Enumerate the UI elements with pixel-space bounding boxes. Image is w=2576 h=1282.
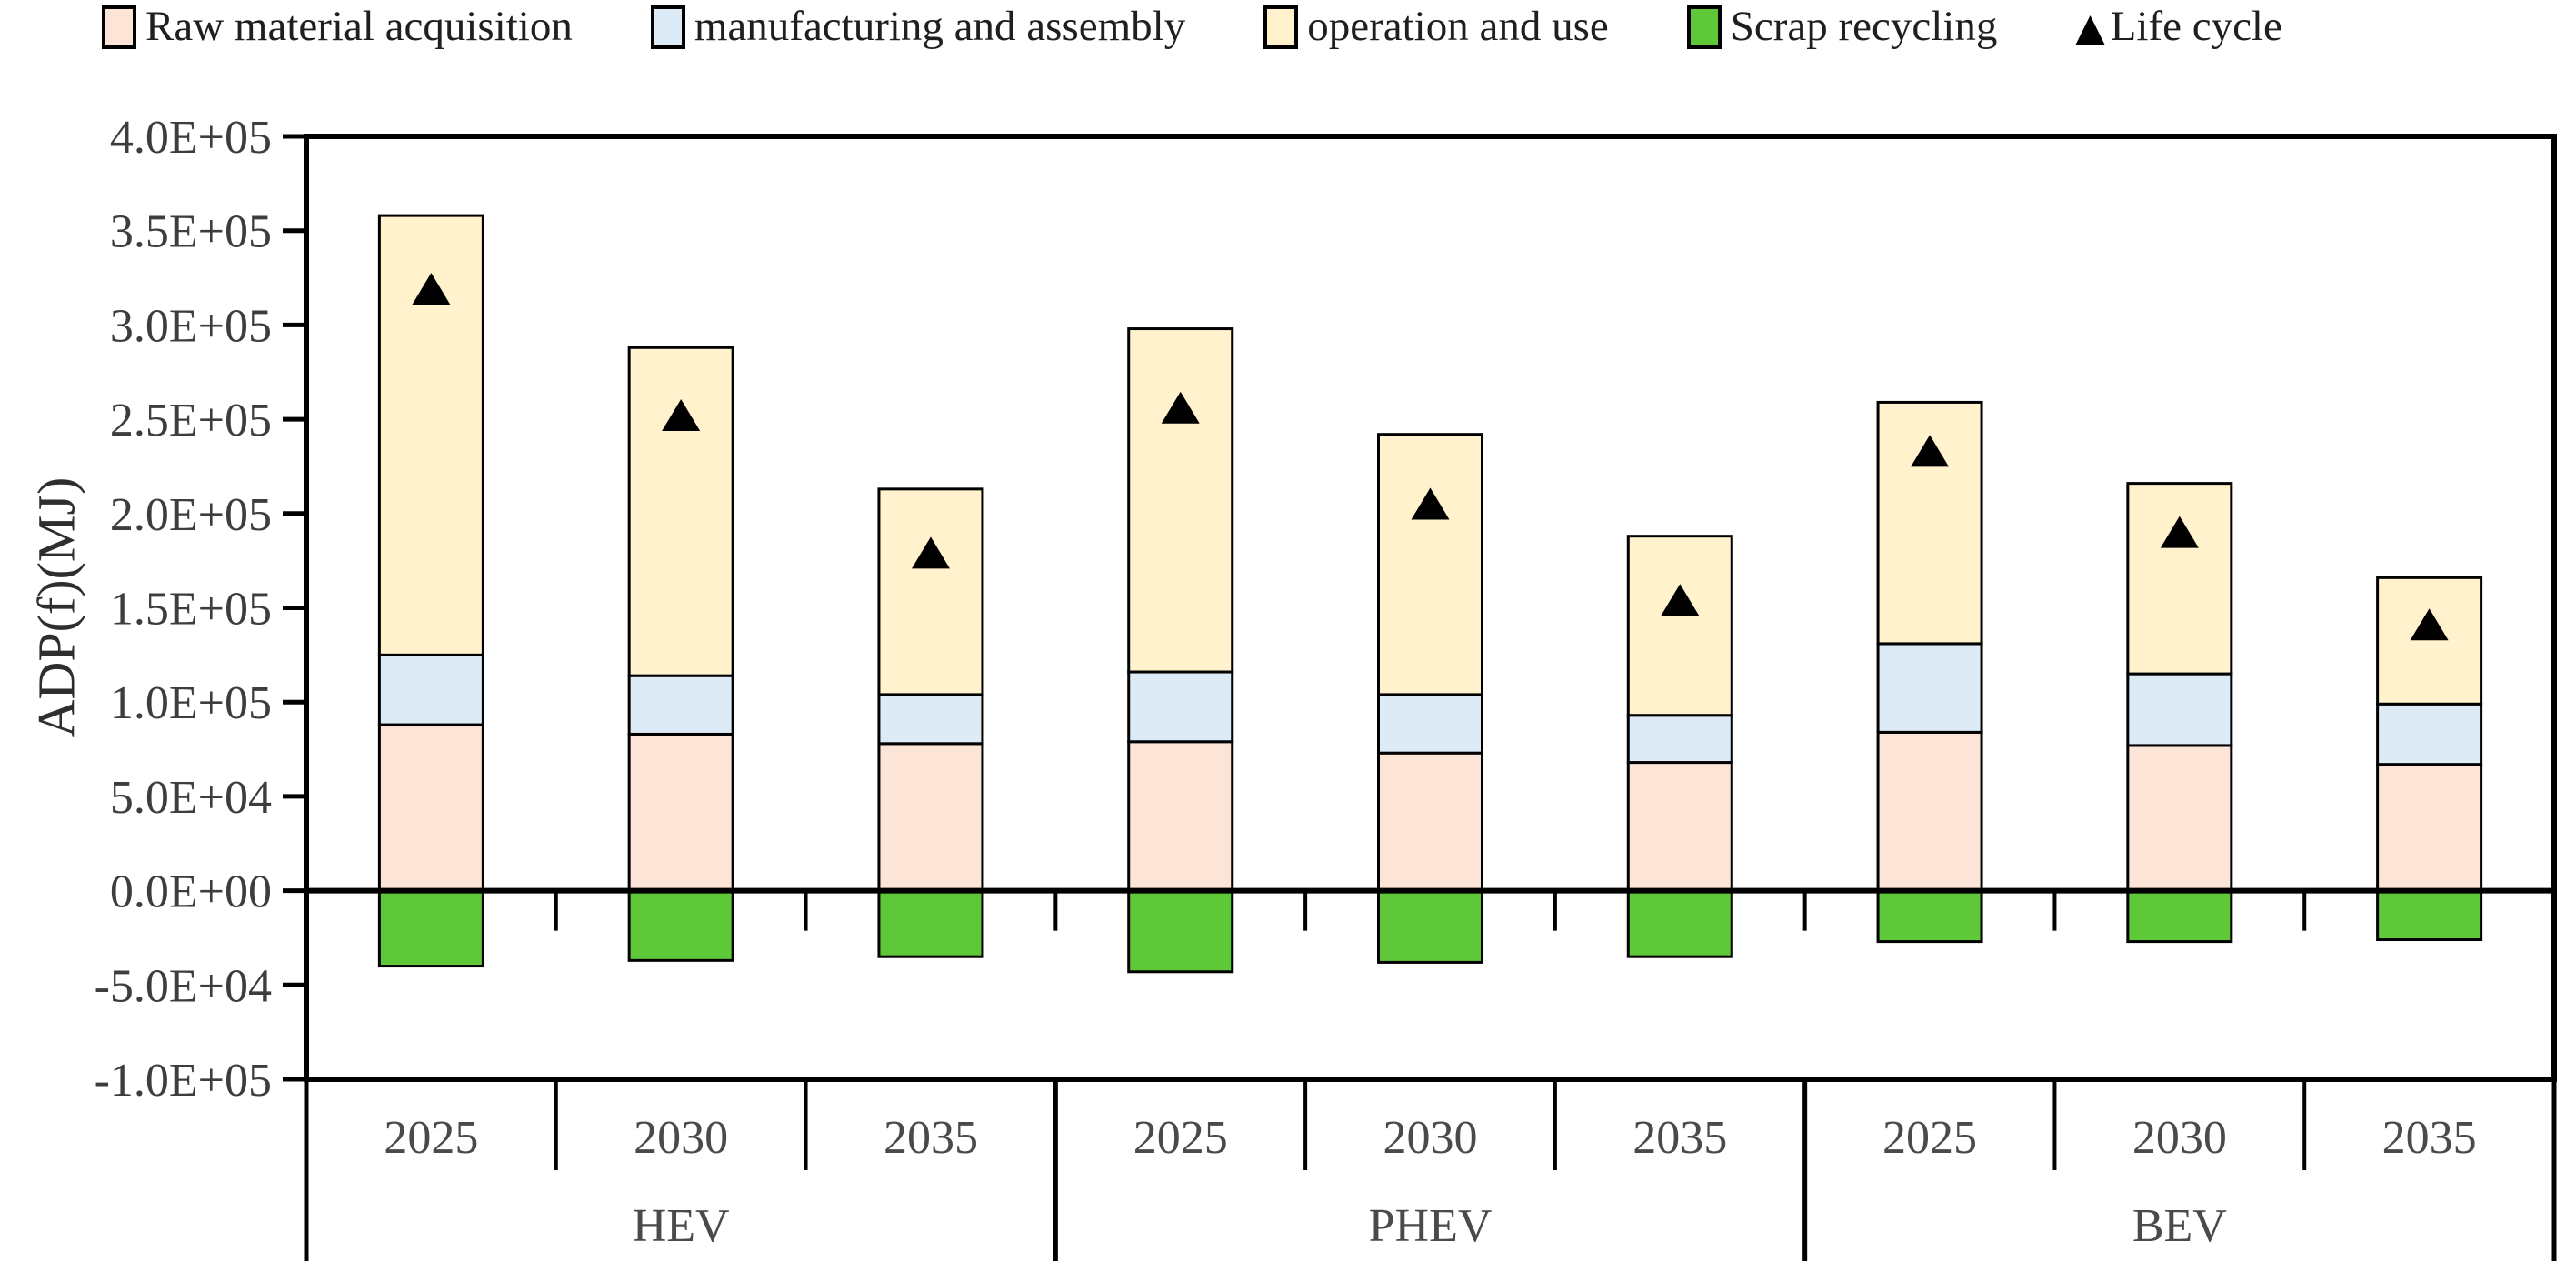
legend-item-manufacturing-and-assembly: manufacturing and assembly [650,3,1186,51]
bar-segment [1626,714,1733,765]
bar-segment [1377,433,1483,696]
legend-swatch-manufacturing-icon [650,5,685,49]
bar-segment [1626,889,1733,958]
legend-label: operation and use [1307,3,1609,50]
x-category-label: 2030 [1383,1112,1478,1164]
y-tick-label: 1.5E+05 [110,584,272,636]
bar-segment [377,889,484,968]
bar-segment [1127,740,1234,893]
bar-segment [1626,761,1733,893]
legend-swatch-raw-material-icon [102,5,136,49]
x-group-label: BEV [2132,1200,2227,1252]
legend-label: Life cycle [2110,3,2282,50]
x-category-label: 2030 [2132,1112,2227,1164]
y-tick-label: 2.0E+05 [110,489,272,541]
bar-segment [1876,642,1983,734]
x-category-label: 2035 [1632,1112,1727,1164]
legend-marker-life-cycle-triangle-icon: ▲ [2075,4,2105,49]
bar-segment [877,693,984,746]
life-cycle-marker [1911,435,1950,467]
bar-segment [877,487,984,696]
bar-segment [627,674,734,736]
life-cycle-marker [412,273,451,305]
bar-segment [627,732,734,893]
bar-segment [1377,693,1483,755]
life-cycle-marker [1411,487,1450,520]
bar-segment [1127,670,1234,744]
life-cycle-marker [1161,391,1200,424]
y-tick-label: 4.0E+05 [110,112,272,164]
y-tick-label: 3.5E+05 [110,206,272,258]
x-category-label: 2035 [884,1112,978,1164]
bar-segment [2376,889,2483,942]
bar-segment [2376,702,2483,766]
legend-item-scrap-recycling: Scrap recycling [1686,3,1998,51]
y-tick-label: 2.5E+05 [110,395,272,446]
bar-segment [2126,672,2233,747]
y-tick-label: -5.0E+04 [95,960,272,1012]
bar-segment [1876,730,1983,893]
bar-segment [877,889,984,958]
legend-label: Scrap recycling [1730,3,1998,50]
legend-item-life-cycle: ▲ Life cycle [2075,3,2282,51]
y-tick-label: 1.0E+05 [110,677,272,729]
bar-segment [377,653,484,726]
legend-swatch-scrap-recycling-icon [1686,5,1722,49]
x-category-label: 2035 [2382,1112,2477,1164]
life-cycle-marker [1661,584,1700,616]
legend-label: Raw material acquisition [145,3,573,50]
y-tick-label: 3.0E+05 [110,300,272,352]
bar-segment [1377,751,1483,893]
life-cycle-marker [2410,608,2449,641]
legend-label: manufacturing and assembly [694,3,1186,50]
x-category-label: 2030 [634,1112,728,1164]
bar-segment [1127,889,1234,974]
bar-segment [2126,482,2233,676]
x-group-label: HEV [633,1200,730,1252]
x-category-label: 2025 [384,1112,478,1164]
chart-legend: Raw material acquisition manufacturing a… [102,3,2282,51]
x-category-label: 2025 [1882,1112,1977,1164]
bar-segment [1876,889,1983,944]
y-axis-title: ADP(f)(MJ) [26,476,86,738]
bar-segment [1626,535,1733,717]
bar-segment [377,723,484,893]
legend-item-operation-and-use: operation and use [1263,3,1609,51]
bar-segment [2376,576,2483,706]
life-cycle-marker [2160,516,2199,548]
x-category-label: 2025 [1133,1112,1228,1164]
bar-segment [627,889,734,962]
bar-segment [877,742,984,893]
bar-segment [2126,889,2233,944]
bar-segment [1377,889,1483,964]
y-tick-label: -1.0E+05 [95,1055,272,1107]
x-group-label: PHEV [1369,1200,1493,1252]
bar-segment [2376,763,2483,893]
life-cycle-marker [662,399,701,432]
y-tick-label: 0.0E+00 [110,866,272,918]
legend-item-raw-material-acquisition: Raw material acquisition [102,3,573,51]
bar-segment [1127,327,1234,674]
life-cycle-marker [911,536,950,569]
bar-segment [2126,744,2233,893]
legend-swatch-operation-icon [1263,5,1299,49]
bar-segment [627,346,734,677]
y-tick-label: 5.0E+04 [110,772,272,824]
